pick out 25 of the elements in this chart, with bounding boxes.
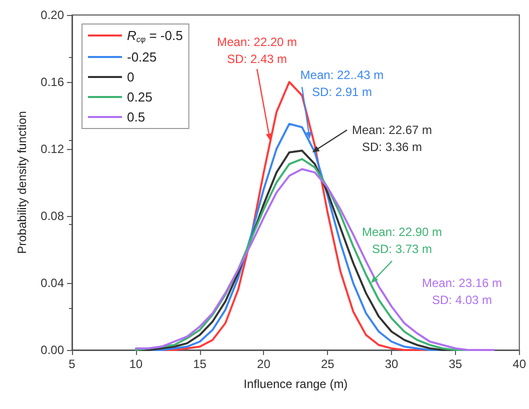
y-tick-label: 0.00 [40,343,64,357]
y-tick-label: 0.20 [40,8,64,22]
legend-label: 0 [127,70,134,84]
annotation: Mean: 22..43 m SD: 2.91 m [300,68,384,99]
x-tick-label: 15 [193,357,207,371]
legend-label: -0.25 [127,50,157,64]
y-tick-label: 0.12 [40,142,64,156]
x-tick-label: 40 [512,357,526,371]
y-tick-label: 0.08 [40,209,64,223]
legend-label: 0.25 [127,90,152,104]
y-tick-label: 0.04 [40,276,64,290]
legend-label: 0.5 [127,110,146,124]
annotation: Mean: 22.20 m SD: 2.43 m [216,35,298,66]
x-tick-label: 25 [320,357,335,371]
x-tick-label: 30 [384,357,399,371]
annotation: Mean: 23.16 m SD: 4.03 m [422,276,502,307]
y-tick-label: 0.16 [40,75,64,89]
x-tick-label: 35 [448,357,462,371]
x-tick-label: 10 [129,357,143,371]
annotation: Mean: 22.67 m SD: 3.36 m [352,123,432,154]
x-tick-label: 20 [257,357,271,371]
y-axis-title: Probability density function [15,111,29,254]
x-tick-label: 5 [68,357,76,371]
annotation: Mean: 22.90 m SD: 3.73 m [362,225,442,256]
x-axis-title: Influence range (m) [244,377,348,391]
